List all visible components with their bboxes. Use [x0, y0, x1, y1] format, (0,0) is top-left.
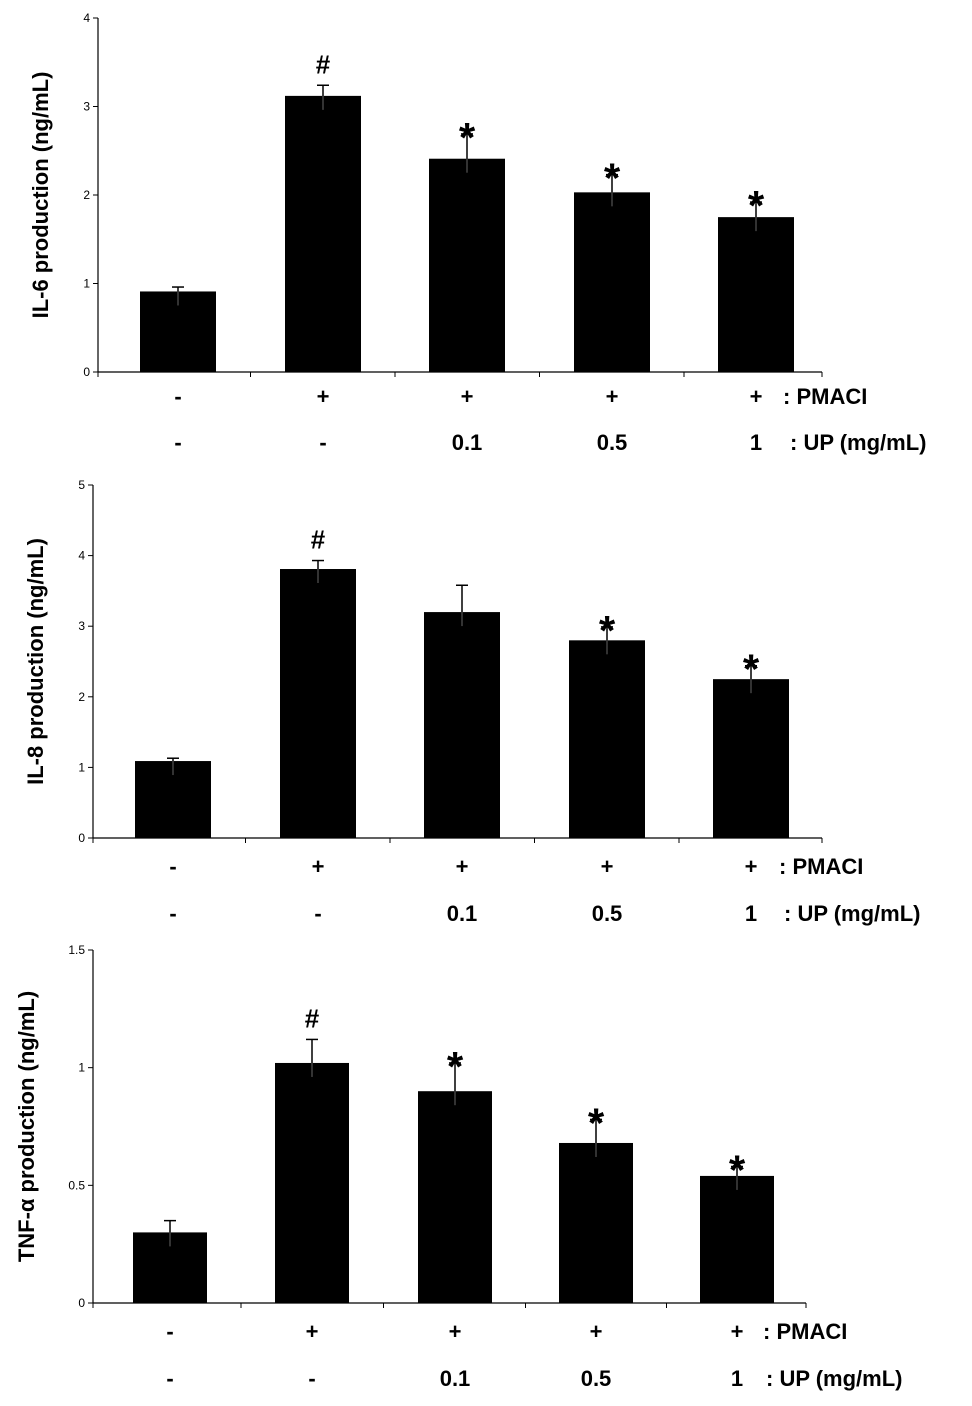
up-value: 0.1 [440, 1366, 471, 1391]
pmaci-value: + [745, 854, 758, 879]
significance-hash: # [305, 1003, 320, 1033]
y-tick-label: 0 [83, 365, 90, 379]
up-value: - [169, 901, 176, 926]
y-tick-label: 1.5 [68, 943, 85, 957]
up-value: 0.5 [592, 901, 623, 926]
pmaci-row-label: : PMACI [783, 384, 867, 409]
up-value: - [308, 1366, 315, 1391]
bar [424, 612, 500, 838]
y-tick-label: 3 [78, 619, 85, 633]
y-axis-label: IL-8 production (ng/mL) [23, 538, 48, 785]
y-tick-label: 3 [83, 100, 90, 114]
pmaci-value: + [449, 1319, 462, 1344]
pmaci-value: + [750, 384, 763, 409]
significance-star: * [588, 1099, 605, 1146]
error-bar [750, 201, 762, 232]
up-value: - [174, 430, 181, 455]
up-value: 1 [731, 1366, 743, 1391]
up-value: - [319, 430, 326, 455]
significance-star: * [729, 1147, 746, 1194]
pmaci-row-label: : PMACI [763, 1319, 847, 1344]
significance-star: * [743, 646, 760, 693]
pmaci-value: + [317, 384, 330, 409]
up-value: - [314, 901, 321, 926]
y-axis-label: TNF-α production (ng/mL) [14, 991, 39, 1262]
pmaci-value: + [461, 384, 474, 409]
up-row-label: : UP (mg/mL) [790, 430, 926, 455]
up-value: 1 [745, 901, 757, 926]
significance-star: * [604, 155, 621, 202]
bar [429, 158, 505, 372]
error-bar [601, 626, 613, 655]
error-bar [606, 173, 618, 207]
pmaci-value: - [169, 854, 176, 879]
pmaci-row-label: : PMACI [779, 854, 863, 879]
up-value: 0.1 [452, 430, 483, 455]
pmaci-value: - [166, 1319, 173, 1344]
up-value: 1 [750, 430, 762, 455]
y-tick-label: 0 [78, 831, 85, 845]
significance-hash: # [311, 525, 326, 555]
pmaci-value: + [306, 1319, 319, 1344]
bar [713, 679, 789, 838]
pmaci-value: + [312, 854, 325, 879]
error-bar [172, 286, 184, 306]
pmaci-value: + [590, 1319, 603, 1344]
y-tick-label: 1 [83, 277, 90, 291]
significance-star: * [459, 114, 476, 161]
y-tick-label: 2 [83, 188, 90, 202]
error-bar [745, 664, 757, 694]
error-bar [167, 757, 179, 776]
chart-panel-3: 0 0.5 1 1.5 TNF-α production (ng/mL) - - # + - * +0… [14, 943, 902, 1391]
y-tick-label: 0.5 [68, 1178, 85, 1192]
error-bar [590, 1118, 602, 1157]
up-value: 0.5 [597, 430, 628, 455]
chart-panel-2: 0 1 2 3 4 5 IL-8 production (ng/mL) - - # + - +0.1 * +… [23, 478, 920, 926]
pmaci-value: + [601, 854, 614, 879]
significance-star: * [599, 607, 616, 654]
pmaci-value: + [606, 384, 619, 409]
chart-panel-1: 0 1 2 3 4 IL-6 production (ng/mL) - - # + - * +0.1 * +… [28, 11, 926, 455]
significance-hash: # [316, 49, 331, 79]
y-tick-label: 5 [78, 478, 85, 492]
error-bar [164, 1219, 176, 1247]
y-tick-label: 1 [78, 760, 85, 774]
up-value: - [166, 1366, 173, 1391]
up-value: 0.5 [581, 1366, 612, 1391]
bar [574, 192, 650, 372]
error-bar [456, 584, 468, 627]
bar [280, 569, 356, 838]
bar [559, 1142, 633, 1303]
error-bar [461, 133, 473, 173]
y-axis-label: IL-6 production (ng/mL) [28, 72, 53, 319]
bar [285, 95, 361, 372]
y-tick-label: 2 [78, 690, 85, 704]
bar [418, 1091, 492, 1303]
error-bar [317, 84, 329, 110]
significance-star: * [748, 182, 765, 229]
pmaci-value: + [731, 1319, 744, 1344]
error-bar [306, 1038, 318, 1077]
error-bar [449, 1062, 461, 1106]
error-bar [312, 559, 324, 584]
y-tick-label: 0 [78, 1296, 85, 1310]
y-tick-label: 4 [83, 11, 90, 25]
up-row-label: : UP (mg/mL) [766, 1366, 902, 1391]
bar [700, 1175, 774, 1303]
y-tick-label: 4 [78, 549, 85, 563]
up-value: 0.1 [447, 901, 478, 926]
pmaci-value: - [174, 384, 181, 409]
up-row-label: : UP (mg/mL) [784, 901, 920, 926]
bar [569, 640, 645, 838]
error-bar [731, 1165, 743, 1190]
bar [718, 217, 794, 372]
y-tick-label: 1 [78, 1061, 85, 1075]
pmaci-value: + [456, 854, 469, 879]
bar [275, 1062, 349, 1303]
significance-star: * [447, 1043, 464, 1090]
